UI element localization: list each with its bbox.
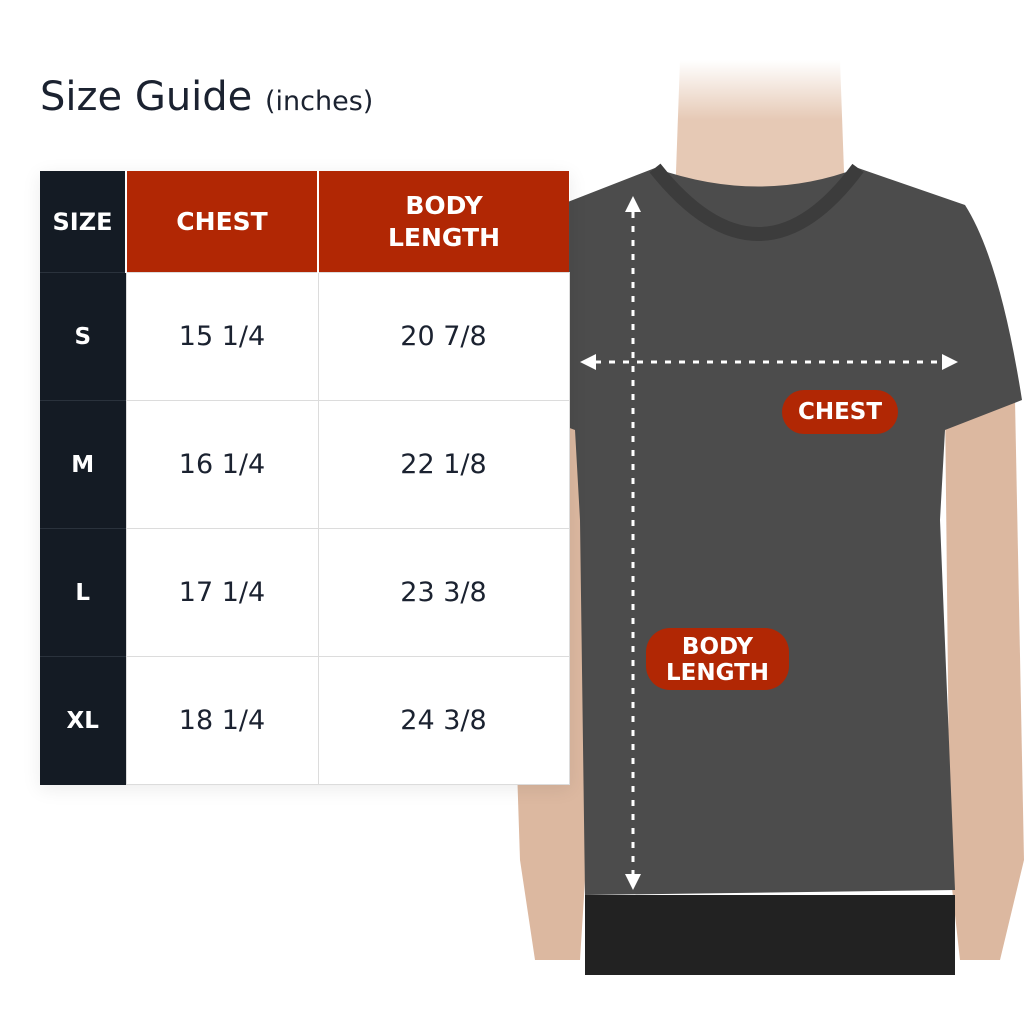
arrow-up-icon <box>625 196 641 212</box>
shirt-collar <box>649 163 864 241</box>
right-arm <box>945 400 1024 960</box>
title-main: Size Guide <box>40 74 253 120</box>
table-row: XL 18 1/4 24 3/8 <box>40 656 570 785</box>
header-body-length: BODY LENGTH <box>317 171 569 273</box>
size-cell: M <box>40 400 126 529</box>
header-chest: CHEST <box>125 171 318 273</box>
size-table: SIZE CHEST BODY LENGTH S 15 1/4 20 7/8 M… <box>40 171 570 785</box>
length-cell: 24 3/8 <box>317 656 570 785</box>
size-cell: L <box>40 528 126 657</box>
arrow-down-icon <box>625 874 641 890</box>
header-size: SIZE <box>40 171 126 273</box>
chest-cell: 16 1/4 <box>125 400 319 529</box>
length-cell: 20 7/8 <box>317 272 570 401</box>
length-cell: 23 3/8 <box>317 528 570 657</box>
table-row: M 16 1/4 22 1/8 <box>40 400 570 529</box>
chest-cell: 18 1/4 <box>125 656 319 785</box>
table-row: S 15 1/4 20 7/8 <box>40 272 570 401</box>
chest-label: CHEST <box>782 390 898 434</box>
page-title: Size Guide (inches) <box>40 74 373 120</box>
arrow-left-icon <box>580 354 596 370</box>
body-length-label: BODY LENGTH <box>646 628 789 690</box>
size-cell: S <box>40 272 126 401</box>
table-row: L 17 1/4 23 3/8 <box>40 528 570 657</box>
length-cell: 22 1/8 <box>317 400 570 529</box>
arrow-right-icon <box>942 354 958 370</box>
shirt-body <box>495 168 1022 895</box>
chest-cell: 17 1/4 <box>125 528 319 657</box>
chest-cell: 15 1/4 <box>125 272 319 401</box>
title-unit: (inches) <box>265 86 374 117</box>
table-header-row: SIZE CHEST BODY LENGTH <box>40 171 569 273</box>
size-cell: XL <box>40 656 126 785</box>
